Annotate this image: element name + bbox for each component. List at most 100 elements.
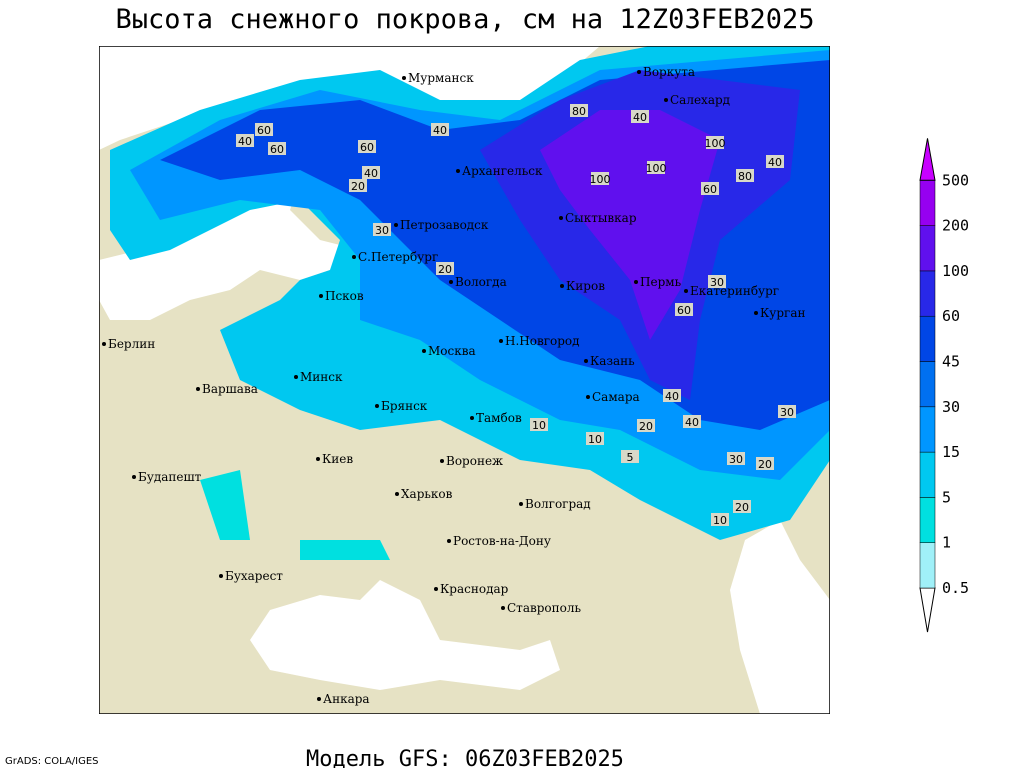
contour-label-box [683,415,701,428]
city: Берлин [108,337,155,351]
legend-swatch [919,542,936,589]
city-dot [449,280,453,284]
city: Харьков [401,487,453,501]
city-dot [559,216,563,220]
legend-label: 200 [942,217,969,235]
contour-label: 20 [735,501,749,514]
contour-label: 60 [270,143,284,156]
legend-label: 100 [942,262,969,280]
contour-label: 10 [588,433,602,446]
city: Минск [300,370,343,384]
city-dot [501,606,505,610]
legend-label: 500 [942,171,969,189]
city: Архангельск [462,164,543,178]
legend-above [919,138,936,181]
contour-label: 60 [677,304,691,317]
city: Казань [590,354,635,368]
contour-label-box [727,452,745,465]
contour-label: 10 [532,419,546,432]
contour-label: 5 [627,451,634,464]
city: Салехард [670,93,730,107]
contour-label-box [701,182,719,195]
city-dot [394,223,398,227]
contour-label: 60 [360,141,374,154]
contour-label: 30 [375,224,389,237]
city-dot [316,457,320,461]
contour-label: 20 [758,458,772,471]
city-dot [440,459,444,463]
contour-label: 20 [639,420,653,433]
city: Воронеж [446,454,503,468]
contour-label: 40 [633,111,647,124]
legend-swatch [919,361,936,408]
legend-label: 15 [942,443,960,461]
contour-label: 100 [590,173,611,186]
contour-label-box [436,262,454,275]
city-dot [132,475,136,479]
contour-label-box [733,500,751,513]
contour-label-box [586,432,604,445]
city-dot [402,76,406,80]
legend-label: 30 [942,398,960,416]
contour-label-box [431,123,449,136]
city-dot [317,697,321,701]
city: Брянск [381,399,428,413]
legend-swatch [919,497,936,543]
contour-label-box [706,136,724,149]
city-dot [586,395,590,399]
legend-label: 45 [942,353,960,371]
contour-label-box [373,223,391,236]
snow-100-200 [540,110,720,340]
contour-label: 100 [705,137,726,150]
legend-swatch [919,270,936,317]
city: Волгоград [525,497,591,511]
city: Ставрополь [507,601,581,615]
contour-label: 60 [703,183,717,196]
city-dot [584,359,588,363]
contour-label-box [663,389,681,402]
city: Москва [428,344,476,358]
legend-swatch [919,225,936,272]
snow-patches [200,470,390,560]
contour-label-box [675,303,693,316]
contour-label-box [621,450,639,463]
city-labels: Мурманск Воркута Салехард Архангельск Сы… [102,65,805,706]
city: Анкара [323,692,370,706]
city: Курган [760,306,805,320]
city-dot [219,574,223,578]
city-dot [519,502,523,506]
contour-label: 30 [710,276,724,289]
contour-label: 30 [780,406,794,419]
city: Будапешт [138,470,202,484]
contour-label-box [647,161,665,174]
legend-swatch [919,451,936,498]
city: Псков [325,289,364,303]
city: Н.Новгород [505,334,580,348]
city-dot [422,349,426,353]
contour-label: 30 [729,453,743,466]
city-dot [499,339,503,343]
city-dot [754,311,758,315]
contour-label: 10 [713,514,727,527]
contour-label-box [708,275,726,288]
contour-label-box [530,418,548,431]
credit: GrADS: COLA/IGES [5,756,99,767]
city-dot [560,284,564,288]
contour-label: 60 [257,124,271,137]
city: Краснодар [440,582,509,596]
contour-label-box [756,457,774,470]
contour-label-box [711,513,729,526]
city-dot [637,70,641,74]
city-dot [319,294,323,298]
city-dot [434,587,438,591]
city: Воркута [643,65,695,79]
city: Тамбов [476,411,522,425]
city-dot [456,169,460,173]
city-dot [102,342,106,346]
legend-swatch [919,406,936,453]
contour-label-box [766,155,784,168]
contour-labels: 4060604060204080100100806040403020301051… [236,104,796,527]
legend-swatch [919,315,936,362]
contour-label-box [268,142,286,155]
